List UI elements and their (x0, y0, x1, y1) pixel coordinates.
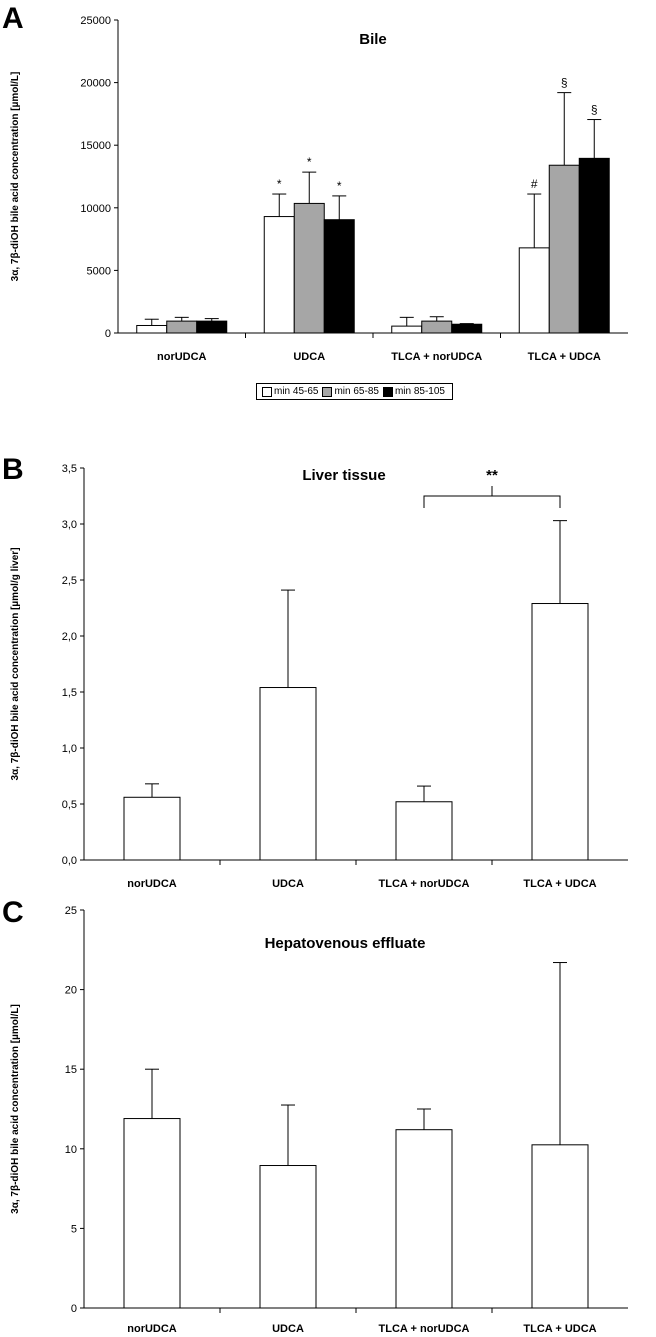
bar (123, 796, 181, 861)
chart-title: Bile (359, 31, 387, 48)
y-tick-label: 15 (65, 1064, 77, 1076)
legend-swatch-2 (322, 386, 333, 397)
y-tick-label: 20 (65, 985, 77, 997)
legend-swatch-3 (382, 386, 393, 397)
chart-title: Liver tissue (302, 467, 385, 484)
x-tick-label: TLCA + UDCA (523, 878, 596, 890)
x-tick-label: norUDCA (127, 1323, 177, 1335)
significance-marker: * (337, 179, 342, 193)
bar (395, 801, 453, 861)
y-tick-label: 1,5 (62, 687, 77, 699)
bar (293, 202, 325, 334)
x-tick-label: TLCA + norUDCA (379, 878, 470, 890)
bar (518, 247, 550, 334)
bar (451, 323, 483, 334)
bar (123, 1118, 181, 1309)
y-tick-label: 1,0 (62, 743, 77, 755)
x-tick-label: TLCA + norUDCA (391, 351, 482, 363)
bar (323, 219, 355, 334)
legend-label-2: min 65-85 (334, 386, 379, 397)
bile-chart: Bile 3α, 7β-diOH bile acid concentration … (10, 15, 628, 363)
y-tick-label: 5 (71, 1223, 77, 1235)
y-tick-label: 5000 (87, 265, 111, 277)
legend-swatch-1 (262, 386, 272, 397)
y-tick-label: 0 (105, 328, 111, 340)
x-tick-label: TLCA + norUDCA (379, 1323, 470, 1335)
panel-b: B Liver tissue 3α, 7β-diOH bile acid conc… (0, 455, 656, 895)
y-tick-label: 0,5 (62, 799, 77, 811)
y-tick-label: 15000 (80, 140, 111, 152)
bar (531, 603, 589, 861)
y-tick-label: 25 (65, 905, 77, 917)
bar (259, 687, 317, 861)
y-tick-label: 2,0 (62, 631, 77, 643)
panel-label-c: C (2, 896, 24, 929)
y-tick-label: 2,5 (62, 575, 77, 587)
panel-c: C Hepatovenous effluate 3α, 7β-diOH bile … (0, 898, 656, 1337)
y-tick-label: 10000 (80, 203, 111, 215)
significance-marker: # (531, 177, 538, 191)
bar (391, 325, 423, 334)
chart-title: Hepatovenous effluate (265, 935, 426, 952)
bar (421, 320, 453, 334)
bar (166, 320, 198, 334)
y-tick-label: 3,0 (62, 519, 77, 531)
bar (136, 324, 168, 334)
y-axis-label: 3α, 7β-diOH bile acid concentration [µmo… (10, 72, 21, 282)
x-tick-label: UDCA (293, 351, 325, 363)
bar (259, 1165, 317, 1309)
legend: min 45-65 min 65-85 min 85-105 (256, 383, 453, 400)
significance-marker: ** (486, 467, 498, 484)
legend-item-1: min 45-65 (262, 386, 318, 397)
legend-item-3: min 85-105 (382, 386, 445, 397)
hepatovenous-effluate-chart: Hepatovenous effluate 3α, 7β-diOH bile ac… (10, 905, 628, 1335)
bar (395, 1129, 453, 1309)
y-tick-label: 20000 (80, 78, 111, 90)
x-tick-label: norUDCA (157, 351, 207, 363)
bar (548, 164, 580, 334)
legend-label-1: min 45-65 (274, 386, 319, 397)
significance-bracket (423, 495, 561, 508)
bar (531, 1144, 589, 1309)
significance-marker: * (307, 155, 312, 169)
panel-a: A Bile 3α, 7β-diOH bile acid concentratio… (0, 0, 656, 420)
y-tick-label: 0,0 (62, 855, 77, 867)
legend-item-2: min 65-85 (322, 386, 379, 397)
x-tick-label: UDCA (272, 1323, 304, 1335)
panel-label-a: A (2, 2, 24, 35)
x-tick-label: norUDCA (127, 878, 177, 890)
significance-marker: § (591, 103, 598, 117)
panel-label-b: B (2, 453, 24, 486)
y-axis-label: 3α, 7β-diOH bile acid concentration [µmo… (10, 547, 21, 780)
y-tick-label: 25000 (80, 15, 111, 27)
liver-tissue-chart: Liver tissue 3α, 7β-diOH bile acid concen… (10, 463, 628, 890)
y-tick-label: 3,5 (62, 463, 77, 475)
y-tick-label: 0 (71, 1303, 77, 1315)
significance-marker: § (561, 76, 568, 90)
x-tick-label: TLCA + UDCA (528, 351, 601, 363)
bar (196, 320, 228, 334)
bar (578, 157, 610, 334)
legend-label-3: min 85-105 (394, 386, 445, 397)
x-tick-label: UDCA (272, 878, 304, 890)
y-axis-label: 3α, 7β-diOH bile acid concentration [µmo… (10, 1004, 21, 1214)
y-tick-label: 10 (65, 1144, 77, 1156)
bar (263, 216, 295, 334)
x-tick-label: TLCA + UDCA (523, 1323, 596, 1335)
significance-marker: * (277, 177, 282, 191)
